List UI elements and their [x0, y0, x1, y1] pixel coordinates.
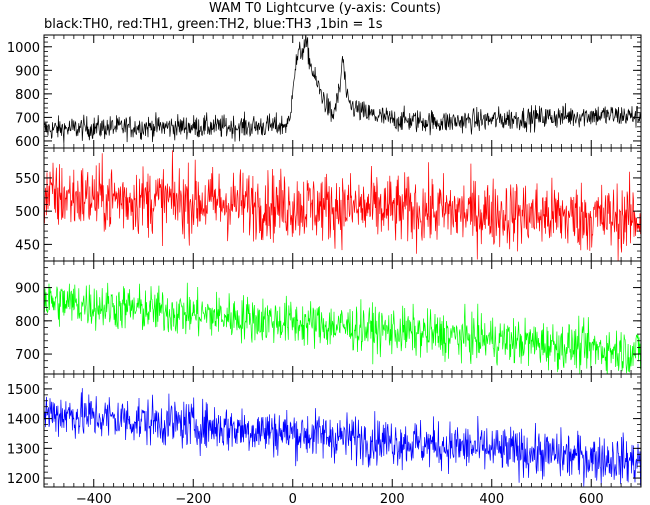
series-line-th1	[44, 150, 641, 261]
y-tick-label: 550	[15, 172, 40, 187]
y-tick-label: 1200	[7, 472, 40, 487]
y-tick-label: 1400	[7, 413, 40, 428]
y-tick-label: 600	[15, 135, 40, 150]
y-tick-label: 700	[15, 348, 40, 363]
y-tick-label: 1500	[7, 383, 40, 398]
y-tick-label: 500	[15, 205, 40, 220]
y-tick-label: 800	[15, 315, 40, 330]
y-tick-label: 700	[15, 111, 40, 126]
series-line-th3	[44, 388, 641, 487]
chart-subtitle: black:TH0, red:TH1, green:TH2, blue:TH3 …	[44, 17, 383, 32]
y-tick-label: 800	[15, 88, 40, 103]
x-tick-label: 200	[380, 492, 405, 505]
y-tick-label: 450	[15, 238, 40, 253]
series-line-th0	[44, 35, 641, 145]
series-line-th2	[44, 282, 641, 374]
y-tick-label: 1300	[7, 442, 40, 457]
x-tick-label: −400	[76, 492, 112, 505]
chart-title: WAM T0 Lightcurve (y-axis: Counts)	[209, 1, 441, 16]
x-tick-label: −200	[175, 492, 211, 505]
y-tick-label: 900	[15, 64, 40, 79]
x-tick-label: 0	[289, 492, 297, 505]
y-tick-label: 900	[15, 282, 40, 297]
y-tick-label: 1000	[7, 41, 40, 56]
x-tick-label: 600	[579, 492, 604, 505]
x-tick-label: 400	[479, 492, 504, 505]
